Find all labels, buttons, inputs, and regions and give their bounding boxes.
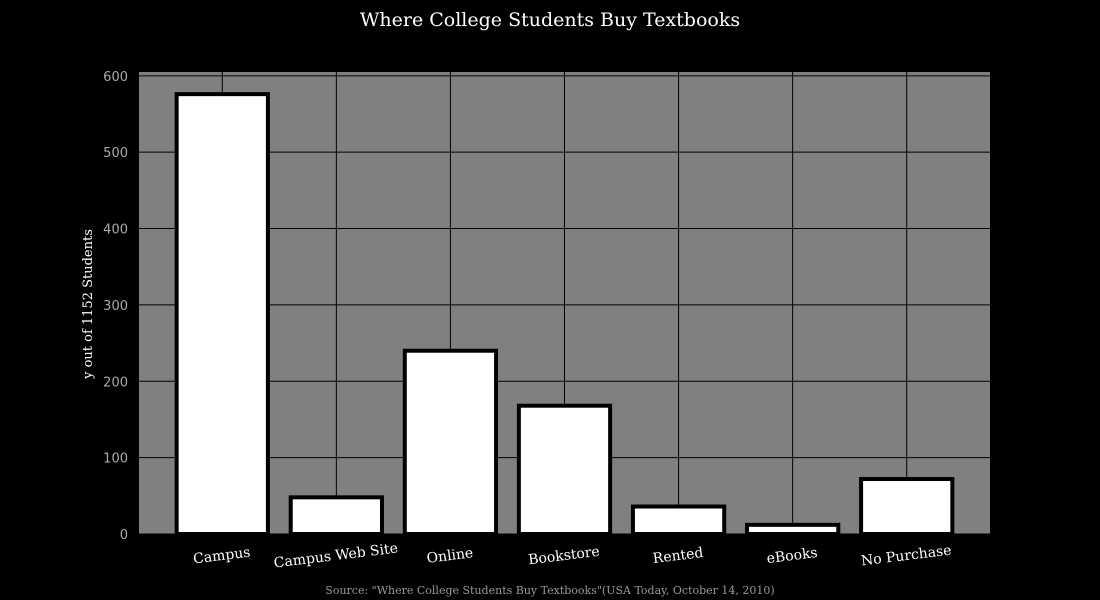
y-tick-label: 300 <box>103 299 128 314</box>
y-tick-label: 600 <box>103 70 128 85</box>
x-tick-label: Rented <box>652 545 704 567</box>
x-tick-label: Campus <box>192 545 251 568</box>
y-tick-label: 0 <box>120 528 128 543</box>
bar <box>174 92 270 537</box>
chart-title: Where College Students Buy Textbooks <box>360 9 740 31</box>
y-tick-label: 200 <box>103 375 128 390</box>
y-tick-label: 500 <box>103 146 128 161</box>
bar <box>288 495 384 537</box>
y-axis-label: y out of 1152 Students <box>81 229 96 380</box>
x-tick-label: Online <box>426 545 474 567</box>
y-tick-label: 400 <box>103 223 128 238</box>
y-axis-ticks: 0 100 200 300 400 500 600 <box>103 70 128 543</box>
bar <box>516 403 613 536</box>
bar <box>630 504 727 537</box>
y-tick-label: 100 <box>103 452 128 467</box>
bar <box>859 477 955 537</box>
bar <box>402 348 499 536</box>
source-note: Source: "Where College Students Buy Text… <box>325 584 774 597</box>
x-tick-label: eBooks <box>766 545 819 567</box>
bars <box>174 92 955 537</box>
bar <box>745 522 841 537</box>
